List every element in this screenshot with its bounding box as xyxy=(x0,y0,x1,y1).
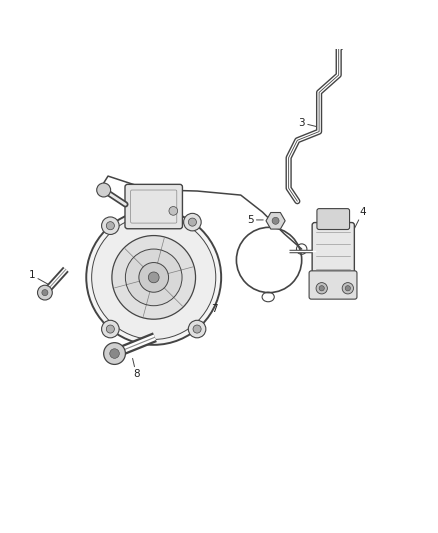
FancyBboxPatch shape xyxy=(317,208,350,230)
Circle shape xyxy=(342,282,353,294)
Text: 4: 4 xyxy=(353,207,366,231)
Text: 8: 8 xyxy=(133,358,140,379)
Circle shape xyxy=(316,282,327,294)
FancyBboxPatch shape xyxy=(312,223,354,278)
Text: 1: 1 xyxy=(28,270,49,285)
Circle shape xyxy=(110,349,119,358)
Text: 5: 5 xyxy=(247,215,263,225)
Circle shape xyxy=(102,217,119,235)
Circle shape xyxy=(125,249,182,306)
Circle shape xyxy=(102,320,119,338)
Circle shape xyxy=(97,183,111,197)
Circle shape xyxy=(188,320,206,338)
Circle shape xyxy=(38,285,52,300)
Circle shape xyxy=(139,263,169,292)
Circle shape xyxy=(86,210,221,345)
Circle shape xyxy=(42,289,48,296)
Circle shape xyxy=(272,217,279,224)
Circle shape xyxy=(92,215,216,340)
Text: 7: 7 xyxy=(182,296,218,314)
FancyBboxPatch shape xyxy=(309,271,357,299)
Text: 6: 6 xyxy=(303,244,318,254)
Circle shape xyxy=(188,218,197,226)
Text: 2: 2 xyxy=(168,194,182,208)
Text: 3: 3 xyxy=(298,118,316,128)
Circle shape xyxy=(345,286,350,291)
Circle shape xyxy=(184,213,201,231)
Circle shape xyxy=(169,207,178,215)
Circle shape xyxy=(104,343,125,365)
Circle shape xyxy=(106,325,114,333)
Circle shape xyxy=(112,236,195,319)
Circle shape xyxy=(193,325,201,333)
FancyBboxPatch shape xyxy=(125,184,183,229)
Circle shape xyxy=(148,272,159,283)
Circle shape xyxy=(106,222,114,230)
Circle shape xyxy=(319,286,324,291)
